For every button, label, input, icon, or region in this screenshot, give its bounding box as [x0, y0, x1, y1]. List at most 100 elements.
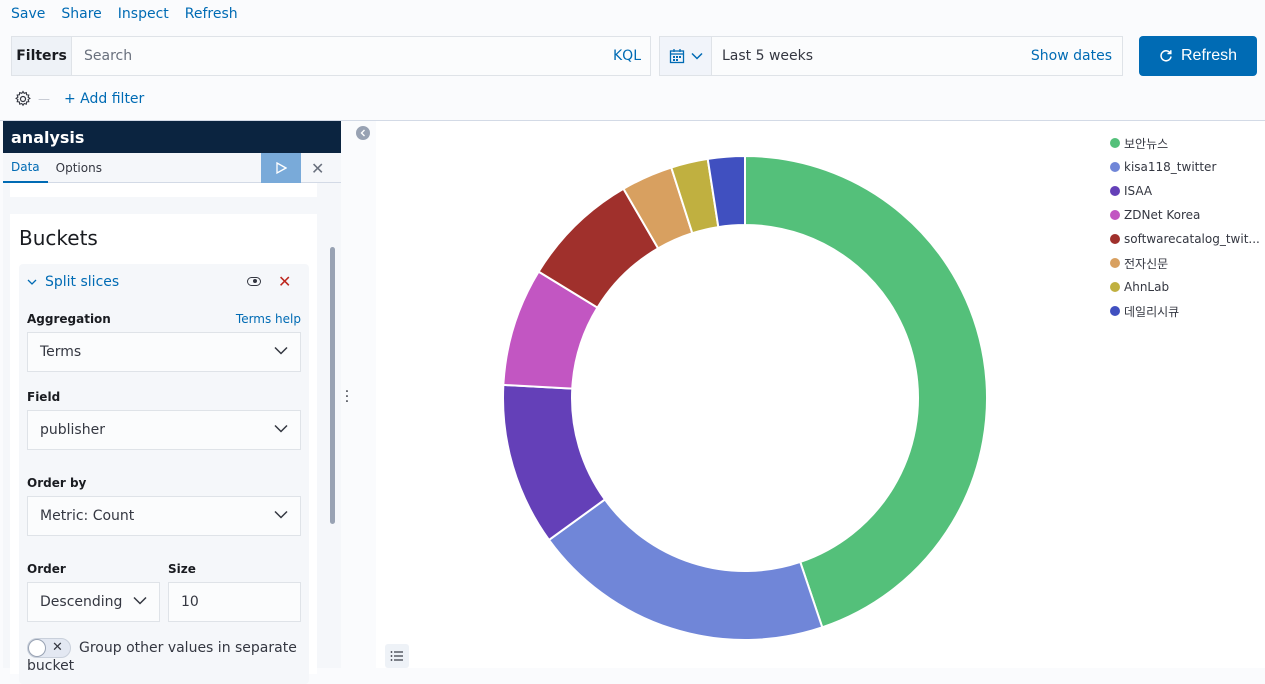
apply-changes-button[interactable]: [261, 153, 301, 183]
metrics-card-bottom: [10, 183, 317, 197]
orderby-select[interactable]: Metric: Count: [27, 496, 301, 536]
switch-off-icon: ✕: [52, 640, 63, 655]
donut-slice-0[interactable]: [744, 154, 988, 629]
order-label: Order: [27, 562, 66, 576]
legend-label: softwarecatalog_twit...: [1124, 232, 1260, 246]
filter-row: — + Add filter: [14, 88, 144, 110]
field-label: Field: [27, 390, 61, 404]
chevron-left-icon: [360, 129, 365, 137]
legend-item[interactable]: AhnLab: [1110, 275, 1265, 299]
inspect-link[interactable]: Inspect: [117, 6, 169, 22]
quick-menu-button[interactable]: [660, 37, 712, 75]
refresh-icon: [1160, 50, 1172, 62]
field-select[interactable]: publisher: [27, 410, 301, 450]
refresh-link[interactable]: Refresh: [184, 6, 238, 22]
filter-separator: —: [38, 92, 50, 106]
sidebar-tabs: Data Options ✕: [3, 153, 341, 183]
order-value: Descending: [40, 594, 123, 610]
editor-sidebar: analysis Data Options ✕ Buckets Split sl…: [3, 121, 341, 684]
save-link[interactable]: Save: [11, 6, 46, 22]
size-input[interactable]: 10: [168, 582, 301, 622]
orderby-label: Order by: [27, 476, 87, 490]
legend-item[interactable]: ISAA: [1110, 179, 1265, 203]
legend-label: 전자신문: [1124, 256, 1169, 271]
legend-toggle-button[interactable]: [385, 644, 409, 668]
group-other-switch[interactable]: ✕: [27, 638, 71, 658]
sidebar-scrollbar[interactable]: [330, 247, 335, 524]
panel-resize-handle[interactable]: · · ·: [344, 384, 350, 410]
aggregation-label: Aggregation: [27, 312, 111, 326]
legend-label: kisa118_twitter: [1124, 160, 1217, 174]
chevron-down-icon: [133, 596, 147, 605]
share-link[interactable]: Share: [61, 6, 102, 22]
order-select[interactable]: Descending: [27, 582, 160, 622]
tab-data[interactable]: Data: [3, 153, 48, 183]
legend-item[interactable]: 데일리시큐: [1110, 299, 1265, 323]
list-icon: [390, 651, 403, 661]
search-input[interactable]: [72, 37, 604, 75]
toggle-icon[interactable]: [247, 277, 261, 286]
legend-label: AhnLab: [1124, 280, 1170, 294]
donut-chart: [502, 154, 988, 641]
orderby-value: Metric: Count: [40, 508, 135, 524]
legend-label: ZDNet Korea: [1124, 208, 1201, 222]
gear-icon[interactable]: [14, 90, 32, 108]
group-other-label-cont: bucket: [27, 658, 75, 674]
chart-legend: 보안뉴스 kisa118_twitter ISAA ZDNet Korea softwa…: [1110, 131, 1265, 323]
aggregation-select[interactable]: Terms: [27, 332, 301, 372]
legend-dot: [1110, 162, 1120, 172]
split-slices-title[interactable]: Split slices: [45, 274, 120, 290]
calendar-icon: [669, 49, 684, 64]
chevron-down-icon: [274, 424, 288, 433]
legend-dot: [1110, 258, 1120, 268]
legend-dot: [1110, 210, 1120, 220]
filters-button[interactable]: Filters: [12, 37, 72, 75]
legend-item[interactable]: softwarecatalog_twit...: [1110, 227, 1265, 251]
top-nav: Save Share Inspect Refresh: [0, 0, 238, 28]
legend-item[interactable]: 전자신문: [1110, 251, 1265, 275]
play-icon: [276, 162, 287, 174]
donut-slice-7[interactable]: [706, 154, 746, 229]
kql-toggle[interactable]: KQL: [613, 48, 641, 64]
sidebar-title: analysis: [3, 121, 341, 153]
size-value: 10: [181, 594, 199, 610]
buckets-panel: Buckets Split slices ✕ Aggregation Terms…: [10, 214, 317, 684]
legend-dot: [1110, 186, 1120, 196]
split-slices-agg: Split slices ✕ Aggregation Terms help Te…: [19, 264, 309, 684]
terms-help-link[interactable]: Terms help: [235, 312, 301, 326]
refresh-label: Refresh: [1180, 47, 1238, 64]
header-divider: [0, 120, 1265, 121]
group-other-label: Group other values in separate: [79, 640, 297, 656]
field-value: publisher: [40, 422, 105, 438]
date-picker: Last 5 weeks Show dates: [659, 36, 1123, 76]
legend-dot: [1110, 306, 1120, 316]
legend-dot: [1110, 138, 1120, 148]
switch-knob: [28, 639, 46, 657]
collapse-sidebar-button[interactable]: [356, 126, 370, 140]
donut-slice-1[interactable]: [547, 498, 824, 641]
legend-label: 데일리시큐: [1124, 304, 1180, 319]
date-range-text[interactable]: Last 5 weeks: [722, 48, 814, 64]
size-label: Size: [168, 562, 196, 576]
close-icon[interactable]: ✕: [311, 159, 325, 178]
legend-dot: [1110, 282, 1120, 292]
chevron-down-icon: [274, 346, 288, 355]
delete-icon[interactable]: ✕: [278, 272, 292, 291]
split-slices-header[interactable]: Split slices ✕: [19, 264, 309, 300]
legend-item[interactable]: 보안뉴스: [1110, 131, 1265, 155]
refresh-button[interactable]: Refresh: [1139, 36, 1257, 76]
show-dates-link[interactable]: Show dates: [1030, 48, 1112, 64]
chevron-down-icon: [274, 510, 288, 519]
query-bar: Filters KQL: [11, 36, 651, 76]
add-filter-button[interactable]: + Add filter: [64, 91, 145, 107]
legend-dot: [1110, 234, 1120, 244]
legend-label: 보안뉴스: [1124, 136, 1169, 151]
buckets-title: Buckets: [19, 226, 98, 250]
chevron-down-icon[interactable]: [27, 279, 37, 286]
legend-item[interactable]: ZDNet Korea: [1110, 203, 1265, 227]
tab-options[interactable]: Options: [55, 160, 102, 175]
aggregation-value: Terms: [40, 344, 82, 360]
legend-item[interactable]: kisa118_twitter: [1110, 155, 1265, 179]
legend-label: ISAA: [1124, 184, 1153, 198]
chevron-down-icon: [690, 52, 703, 60]
